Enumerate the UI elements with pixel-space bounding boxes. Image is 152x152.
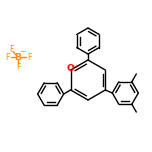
Text: •+: •+: [71, 64, 79, 69]
Text: F: F: [16, 62, 20, 71]
Text: F: F: [27, 52, 31, 62]
Text: F: F: [9, 45, 13, 54]
Text: −: −: [19, 47, 25, 57]
Text: F: F: [5, 52, 9, 62]
Text: O: O: [67, 64, 74, 73]
Text: B: B: [15, 52, 21, 62]
